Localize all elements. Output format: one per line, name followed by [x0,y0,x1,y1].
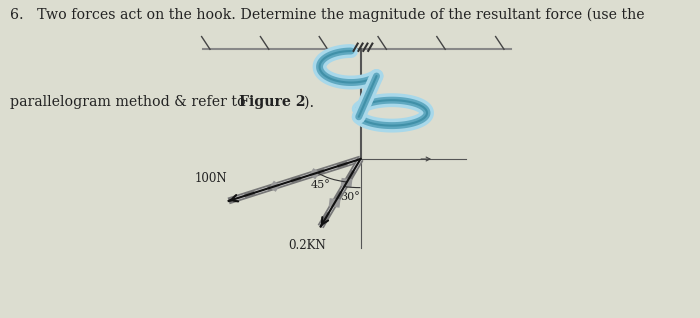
Text: 100N: 100N [195,172,228,185]
Text: 6.   Two forces act on the hook. Determine the magnitude of the resultant force : 6. Two forces act on the hook. Determine… [10,8,645,22]
Text: 30°: 30° [340,192,359,202]
Text: ).: ). [304,95,314,109]
Text: 45°: 45° [311,180,330,190]
Text: parallelogram method & refer to: parallelogram method & refer to [10,95,250,109]
Text: 0.2KN: 0.2KN [288,239,326,252]
Text: Figure 2: Figure 2 [239,95,306,109]
